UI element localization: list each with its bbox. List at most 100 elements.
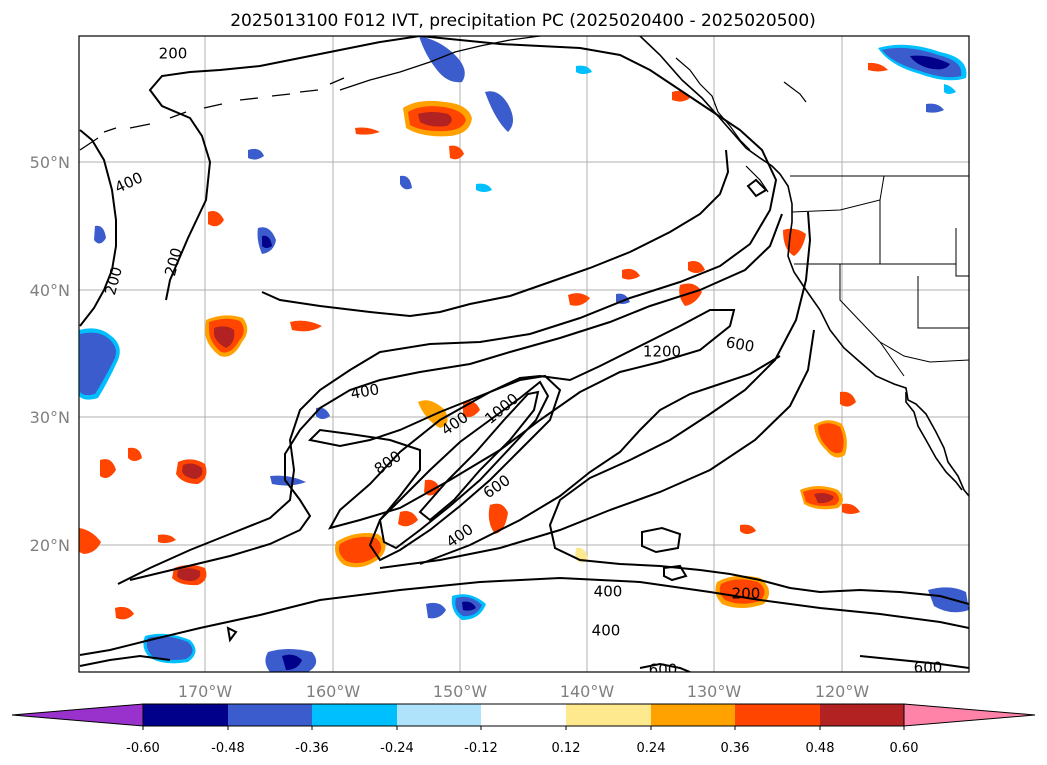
- precip-patch: [476, 183, 492, 192]
- ivt-contour-label: 200: [101, 265, 126, 297]
- aleutian-islands: [79, 77, 345, 151]
- precip-patch: [672, 90, 690, 102]
- latitude-label: 30°N: [30, 408, 70, 427]
- ivt-contour-closed: [226, 626, 238, 643]
- north-america-coastline: [639, 36, 969, 497]
- colorbar-tick-label: -0.24: [380, 741, 414, 756]
- precipitation-pc-shading: [79, 36, 969, 672]
- precip-patch: [80, 332, 116, 396]
- ivt-contour-label: 400: [349, 380, 380, 403]
- ivt-contour-400: [379, 329, 815, 569]
- precip-patch: [248, 148, 264, 160]
- precip-patch: [94, 225, 106, 244]
- colorbar-segment: [228, 704, 312, 726]
- ivt-contours: [79, 36, 969, 672]
- ivt-contour-label: 200: [732, 585, 761, 603]
- ivt-contour-200: [79, 129, 117, 327]
- ivt-contour-400: [129, 213, 783, 581]
- precip-patch: [158, 534, 176, 544]
- precip-patch: [840, 391, 856, 407]
- ivt-contour-1000: [378, 380, 550, 550]
- ivt-contour-label: 600: [724, 333, 755, 356]
- precip-patch: [814, 493, 834, 504]
- colorbar-segment: [735, 704, 820, 726]
- latitude-label: 40°N: [30, 281, 70, 300]
- precip-patch: [316, 407, 330, 419]
- colorbar-tick-label: -0.60: [126, 741, 160, 756]
- colorbar-frame: [142, 703, 905, 727]
- longitude-label: 150°W: [433, 682, 488, 701]
- ivt-contour-1200: [418, 390, 540, 522]
- longitude-tick-labels: 170°W 160°W 150°W 140°W 130°W 120°W: [178, 682, 870, 701]
- precip-patch: [355, 127, 380, 135]
- mexico-border: [879, 341, 969, 363]
- ivt-contour-label: 400: [443, 520, 477, 551]
- precip-patch: [282, 654, 302, 670]
- precip-patch: [100, 459, 116, 478]
- ivt-contour-800: [307, 374, 562, 562]
- precip-patch: [462, 601, 476, 611]
- colorbar-segment: [481, 704, 566, 726]
- precip-patch: [398, 511, 418, 527]
- state-border: [794, 200, 969, 277]
- colorbar-segment: [651, 704, 735, 726]
- colorbar: -0.60 -0.48 -0.36 -0.24 -0.12 0.12 0.24 0.36 0.4…: [11, 703, 1036, 756]
- longitude-label: 120°W: [815, 682, 870, 701]
- ivt-contour-label: 400: [594, 583, 623, 601]
- ivt-contour-closed: [663, 564, 688, 582]
- precip-patch: [928, 587, 969, 613]
- ivt-contour-400: [419, 355, 781, 565]
- ivt-contour-closed: [641, 526, 682, 554]
- precip-patch: [208, 211, 224, 227]
- precip-patch: [868, 62, 888, 72]
- state-border: [839, 264, 969, 377]
- precip-patch: [926, 103, 944, 113]
- longitude-label: 160°W: [306, 682, 361, 701]
- ivt-contour-400: [859, 655, 969, 669]
- state-border: [791, 175, 885, 213]
- ivt-contour-label: 600: [914, 659, 943, 677]
- precip-patch: [79, 528, 101, 554]
- precip-patch: [419, 36, 465, 83]
- figure-title: 2025013100 F012 IVT, precipitation PC (2…: [230, 11, 816, 31]
- colorbar-extend-min: [11, 703, 144, 727]
- precip-patch: [842, 503, 860, 514]
- longitude-label: 140°W: [560, 682, 615, 701]
- precip-patch: [783, 228, 806, 256]
- colorbar-tick-label: -0.36: [295, 741, 329, 756]
- precip-patch: [688, 261, 705, 273]
- ivt-contour-200: [79, 654, 171, 667]
- precip-patch: [449, 145, 464, 160]
- colorbar-segment: [820, 704, 904, 726]
- precip-patch: [270, 475, 306, 486]
- longitude-label: 130°W: [687, 682, 742, 701]
- ivt-contour-label: 200: [159, 45, 188, 63]
- precip-patch: [576, 65, 592, 74]
- precip-patch: [944, 84, 956, 94]
- ivt-contour-200: [261, 149, 730, 318]
- longitude-label: 170°W: [178, 682, 233, 701]
- baja-peninsula: [905, 392, 963, 491]
- lat-lon-gridlines: [79, 36, 969, 672]
- ivt-contour-label: 600: [649, 661, 678, 679]
- precip-patch: [214, 326, 235, 348]
- precip-patch: [485, 91, 513, 132]
- precip-patch: [910, 55, 950, 70]
- colorbar-tick-label: 0.36: [721, 741, 750, 756]
- precip-patch: [418, 112, 452, 127]
- precip-patch: [146, 636, 193, 660]
- ivt-contour-label: 1200: [643, 343, 681, 361]
- colorbar-segment: [566, 704, 651, 726]
- colorbar-segment: [312, 704, 397, 726]
- precip-patch: [400, 175, 412, 190]
- colorbar-tick-label: 0.24: [637, 741, 666, 756]
- map-frame: [78, 35, 970, 673]
- precip-patch: [719, 579, 765, 604]
- colorbar-segment: [397, 704, 481, 726]
- precip-patch: [128, 447, 142, 461]
- colorbar-tick-label: 0.48: [806, 741, 835, 756]
- colorbar-extend-max: [903, 703, 1036, 727]
- latitude-label: 20°N: [30, 536, 70, 555]
